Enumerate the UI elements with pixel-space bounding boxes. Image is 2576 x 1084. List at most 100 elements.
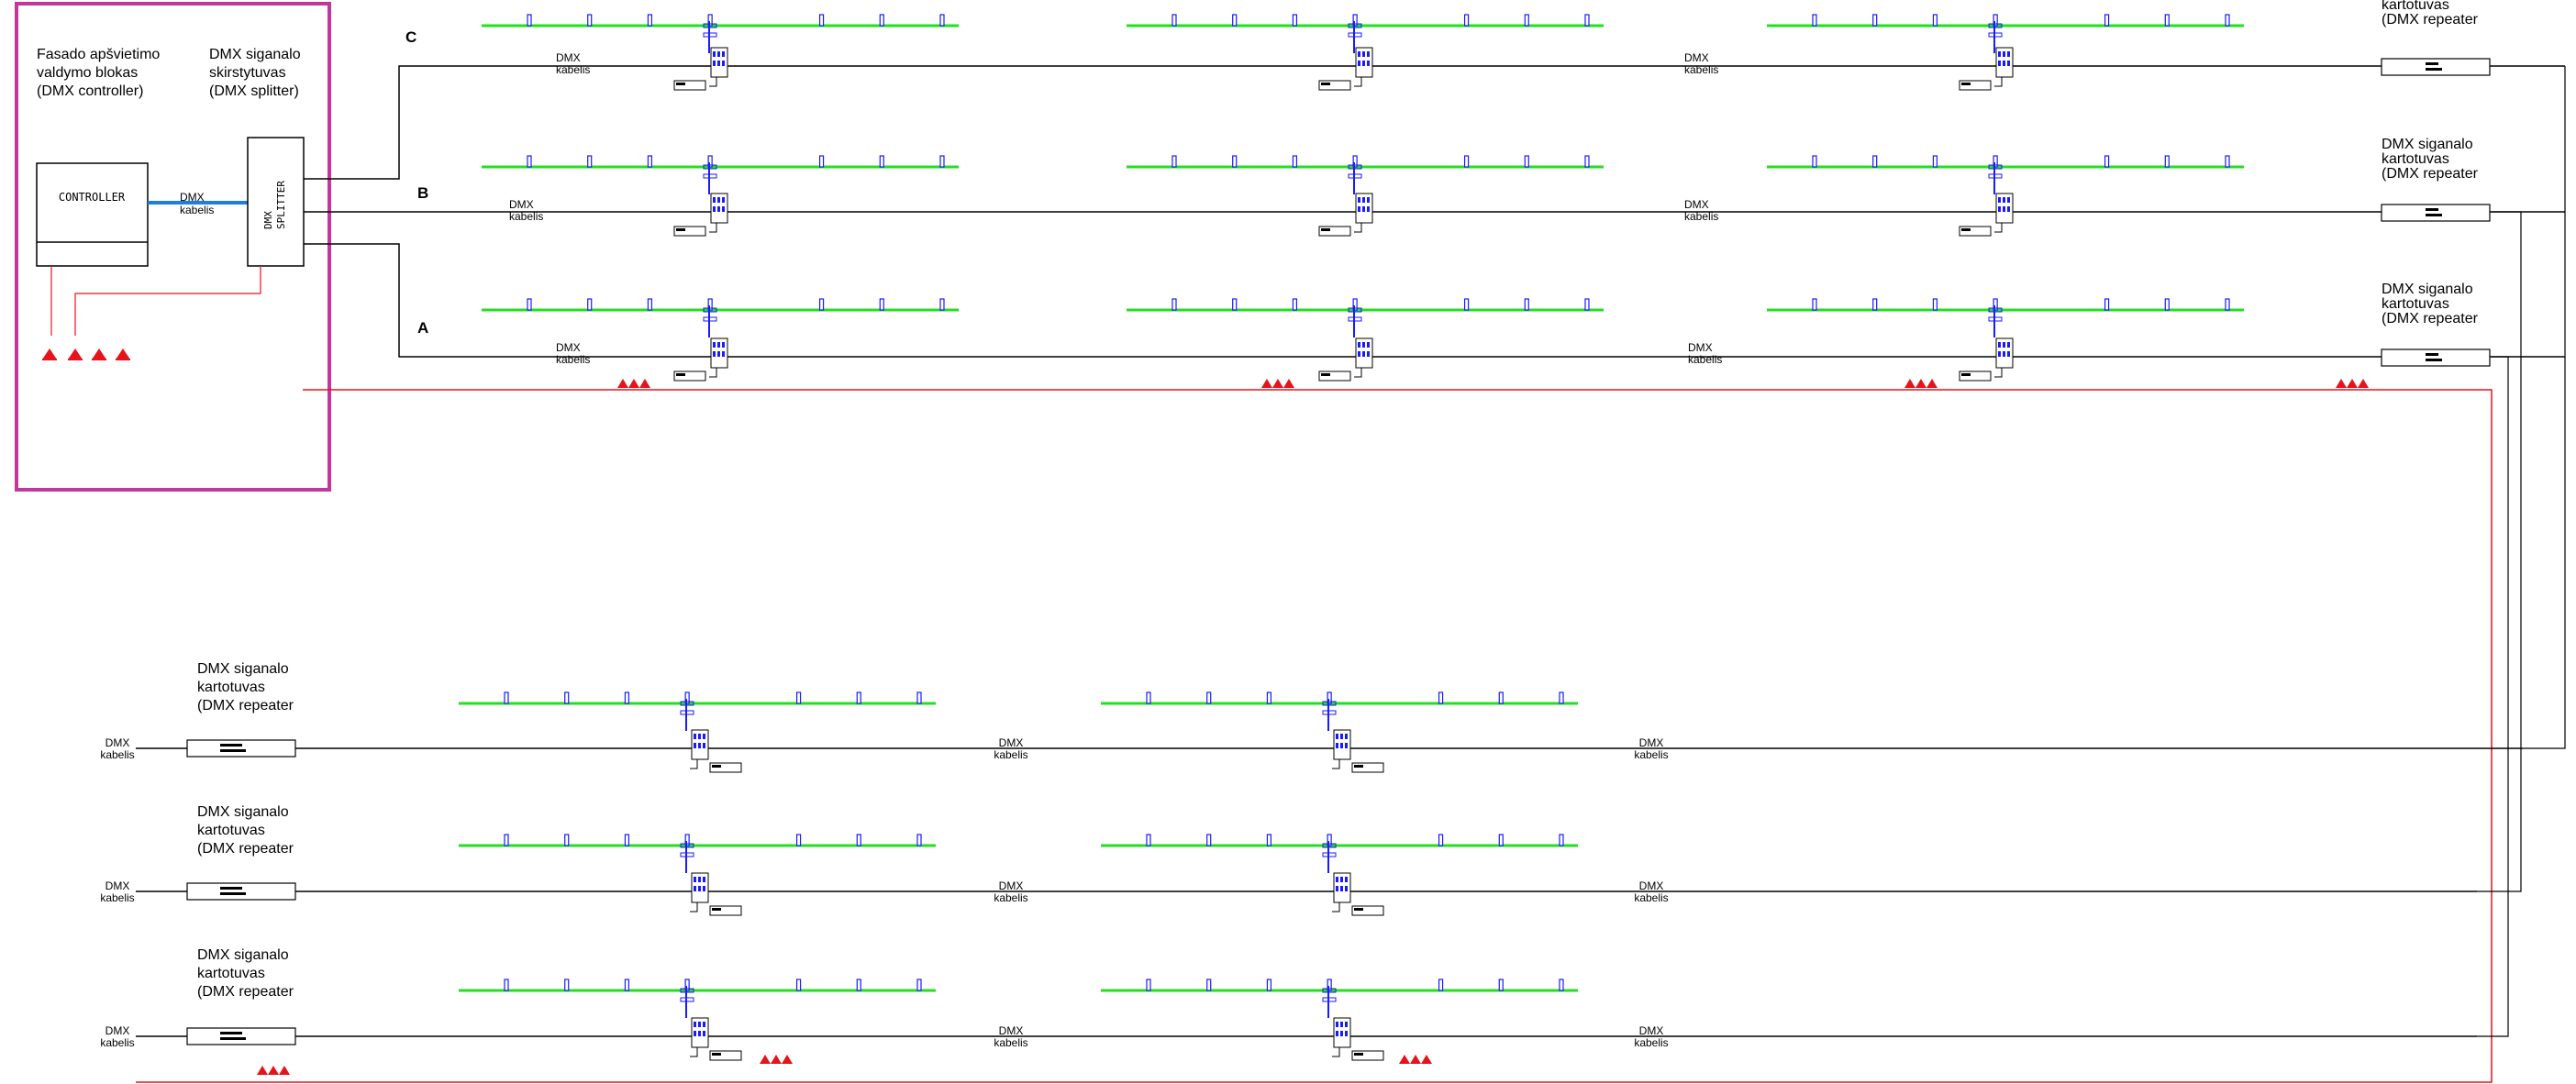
row-b-seg0-psu-label-icon bbox=[676, 228, 685, 231]
row-c-seg2-driver-pin bbox=[2007, 61, 2010, 66]
row-c-seg2-driver-wire bbox=[1994, 77, 2003, 87]
repeater-caption-upper-1-1: kartotuvas bbox=[2382, 151, 2449, 167]
cable-label-upper-0-b: kabelis bbox=[556, 63, 590, 76]
lower-row2-seg0-driver-pin bbox=[703, 1031, 705, 1036]
lower-row1-seg0-pixel-icon bbox=[624, 834, 630, 846]
lower-row2-seg0-driver-pin bbox=[703, 1022, 705, 1027]
row-c-seg1-driver-pin bbox=[1362, 61, 1365, 66]
cable-label-upper-2-b: kabelis bbox=[509, 210, 543, 223]
row-a-seg1-pixel-icon bbox=[1352, 298, 1358, 311]
row-a-seg0-psu-box bbox=[673, 371, 706, 382]
lower-row2-seg1-pixel-icon bbox=[1206, 979, 1212, 991]
cable-label-upper-4-b: kabelis bbox=[556, 353, 590, 366]
row-a-seg1-psu-label-icon bbox=[1321, 373, 1330, 376]
row-c-seg1-driver-pin bbox=[1367, 61, 1370, 66]
row-c-seg2-clip-icon bbox=[1988, 32, 2003, 38]
row-b-seg1-pixel-icon bbox=[1352, 155, 1358, 168]
lower-row2-seg0-pixel-icon bbox=[856, 979, 861, 991]
lower-row0-seg0-driver-pin bbox=[694, 734, 696, 739]
row-b-seg0-driver-pin bbox=[713, 197, 716, 203]
row-a-seg0-driver-pin bbox=[722, 351, 725, 357]
row-c-seg2-driver-pin bbox=[2003, 51, 2005, 57]
row-label-b: B bbox=[417, 184, 428, 202]
lower-power-0-power-icon bbox=[279, 1066, 290, 1075]
lower-row0-seg0-clip-icon bbox=[680, 710, 694, 715]
upper-power-0-power-icon bbox=[617, 379, 628, 388]
lower-row1-seg0-pixel-icon bbox=[504, 834, 509, 846]
row-b-seg1-pixel-icon bbox=[1524, 155, 1529, 168]
repeater-caption-lower-1-2: (DMX repeater bbox=[197, 841, 294, 857]
lower-row0-seg0-pixel-icon bbox=[795, 691, 802, 704]
splitter-label-1: DMX bbox=[262, 211, 274, 229]
upper-power-0-power-icon bbox=[628, 379, 639, 388]
row-b-seg0-driver-pin bbox=[722, 197, 725, 203]
cable-label-lower-1-mid1-b: kabelis bbox=[1634, 891, 1668, 904]
lower-row1-seg0-driver-pin bbox=[698, 886, 701, 891]
repeater-box-c bbox=[2381, 58, 2491, 76]
row-b-seg0-psu-box bbox=[673, 226, 706, 237]
cable-label-upper-3-b: kabelis bbox=[1684, 210, 1718, 223]
lower-row1-seg1-pixel-icon bbox=[1559, 834, 1564, 846]
lower-row1-seg1-psu-label-icon bbox=[1354, 908, 1363, 911]
upper-power-2-power-icon bbox=[1926, 379, 1938, 388]
lower-row2-seg0-driver-pin bbox=[694, 1031, 696, 1036]
lower-row2-seg0-clip-icon bbox=[680, 997, 694, 1002]
upper-power-2-power-icon bbox=[1904, 379, 1915, 388]
lower-row1-seg0-pixel-icon bbox=[795, 834, 802, 846]
lower-row2-seg0-driver-pin bbox=[698, 1031, 701, 1036]
repeater-box-b-label-icon bbox=[2426, 208, 2438, 211]
lower-row1-seg0-psu-label-icon bbox=[712, 908, 721, 911]
controller-power-icon bbox=[68, 348, 83, 359]
row-b-seg1-pixel-icon bbox=[1232, 155, 1238, 168]
lower-row2-seg0-driver-pin bbox=[698, 1022, 701, 1027]
row-a-seg1-driver-pin bbox=[1358, 342, 1360, 348]
cable-label-lower-2-a: DMX bbox=[105, 1024, 130, 1037]
row-a-seg0-driver-wire bbox=[709, 368, 717, 378]
cable-label-lower-2-mid1-a: DMX bbox=[1639, 1024, 1664, 1037]
row-a-seg1-driver-pin bbox=[1362, 351, 1365, 357]
lower-row2-seg1-pixel-icon bbox=[1498, 979, 1504, 991]
repeater-caption-lower-2-0: DMX siganalo bbox=[197, 947, 289, 963]
lower-row0-seg1-pixel-icon bbox=[1206, 691, 1212, 704]
cable-label-lower-1-b: kabelis bbox=[100, 891, 134, 904]
lower-row0-seg0-driver-pin bbox=[703, 734, 705, 739]
lower-row0-seg0-driver-pin bbox=[698, 734, 701, 739]
lower-row1-seg1-pixel-icon bbox=[1438, 834, 1444, 846]
row-a-seg1-pixel-icon bbox=[1232, 298, 1238, 311]
row-c-seg2-clip-icon bbox=[1988, 23, 2003, 28]
row-b-seg0-driver-pin bbox=[713, 206, 716, 212]
cable-label-upper-5-b: kabelis bbox=[1688, 353, 1722, 366]
row-a-seg1-psu-box bbox=[1318, 371, 1351, 382]
lower-repeater-label-icon bbox=[220, 744, 242, 747]
lower-row1-seg0-psu-box bbox=[709, 905, 742, 916]
repeater-box-c-label-icon bbox=[2426, 68, 2442, 71]
row-a-seg1-pixel-icon bbox=[1584, 298, 1590, 311]
repeater-caption-lower-2-2: (DMX repeater bbox=[197, 984, 294, 1000]
row-b-seg0-driver-pin bbox=[717, 197, 720, 203]
controller-box[interactable] bbox=[36, 162, 149, 267]
splitter-caption-line1: DMX siganalo bbox=[209, 47, 301, 62]
row-c-seg1-pixel-icon bbox=[1292, 14, 1298, 27]
row-a-seg1-driver-pin bbox=[1367, 351, 1370, 357]
lower-row2-seg1-pixel-icon bbox=[1327, 979, 1332, 991]
lower-row0-seg0-pixel-icon bbox=[856, 691, 861, 704]
lower-row1-seg1-pixel-icon bbox=[1266, 834, 1272, 846]
upper-power-3-power-icon bbox=[2347, 379, 2358, 388]
splitter-box[interactable] bbox=[247, 137, 305, 267]
row-b-seg2-driver-wire bbox=[1994, 223, 2003, 233]
row-a-seg0-driver-pin bbox=[717, 342, 720, 348]
dmx-link-label-2: kabelis bbox=[180, 204, 214, 216]
lower-row2-seg1-pixel-icon bbox=[1146, 979, 1151, 991]
upper-power-1-power-icon bbox=[1261, 379, 1272, 388]
lower-repeater-box-1 bbox=[186, 882, 296, 901]
cable-label-lower-2-mid0-a: DMX bbox=[999, 1024, 1024, 1037]
row-c-seg0-psu-box bbox=[673, 80, 706, 91]
lower-repeater-label-icon bbox=[220, 887, 242, 890]
row-c-seg2-driver-pin bbox=[2003, 61, 2005, 66]
row-c-seg1-psu-label-icon bbox=[1321, 83, 1330, 85]
row-b-seg0-driver-wire bbox=[709, 223, 717, 233]
cable-label-upper-5-a: DMX bbox=[1688, 341, 1713, 354]
controller-power-icon bbox=[116, 348, 130, 359]
lower-row0-seg1-driver-pin bbox=[1345, 743, 1348, 748]
